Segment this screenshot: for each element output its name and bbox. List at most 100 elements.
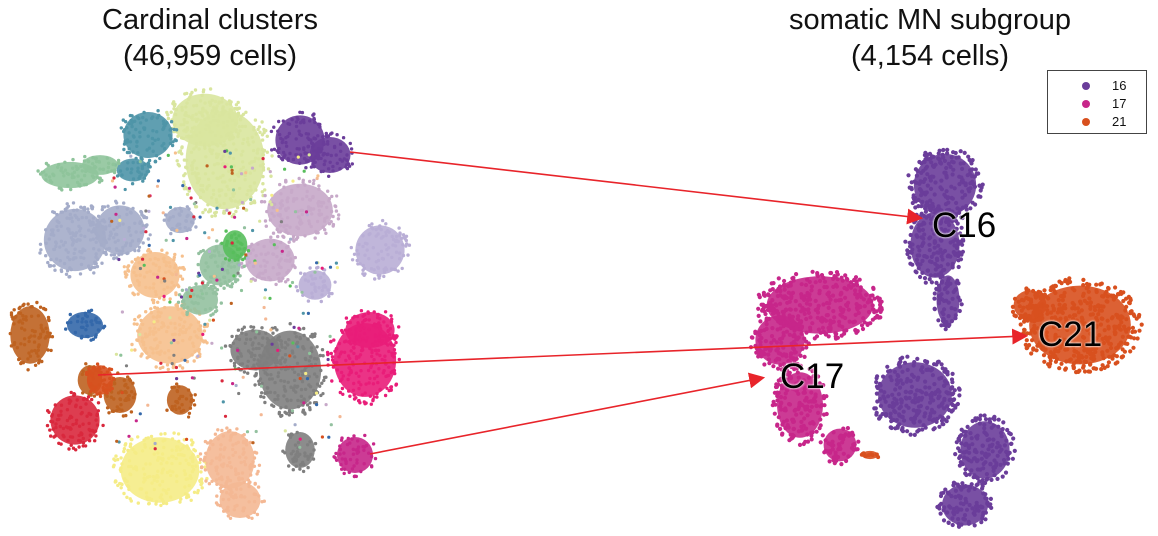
cell-point (92, 165, 97, 170)
cell-point (142, 343, 146, 347)
cell-point (80, 215, 84, 220)
cell-point (326, 189, 330, 193)
cell-point (938, 247, 943, 252)
cell-point (198, 195, 203, 200)
cell-point (253, 261, 257, 265)
cell-point (294, 390, 298, 394)
cell-point (991, 423, 996, 428)
cell-point (269, 328, 273, 332)
cell-point (91, 216, 96, 220)
cell-point (810, 321, 815, 326)
cell-point (877, 381, 883, 386)
cell-point (225, 464, 230, 468)
cell-point (320, 381, 324, 385)
cell-point (397, 325, 401, 329)
cell-point (211, 312, 215, 316)
cell-point (398, 251, 402, 255)
cell-point (198, 273, 202, 277)
cell-point (835, 272, 840, 277)
cell-point (873, 406, 878, 411)
cell-point (229, 130, 233, 134)
cell-point (272, 147, 277, 151)
cell-point (87, 421, 91, 426)
cell-point (937, 394, 942, 399)
cell-point (200, 486, 204, 490)
cell-point (953, 452, 958, 457)
cell-point (964, 507, 970, 512)
cell-point (776, 366, 781, 371)
cell-point (966, 443, 972, 448)
cell-point (270, 342, 274, 346)
cell-point (952, 388, 957, 393)
cell-point (176, 222, 180, 226)
cell-point (233, 277, 237, 281)
cell-point (146, 403, 150, 407)
cell-point (363, 241, 368, 245)
cell-point (317, 286, 321, 290)
cell-point (961, 450, 966, 455)
cell-point (886, 394, 891, 399)
cell-point (169, 120, 174, 124)
cell-point (851, 320, 856, 325)
cell-point (925, 268, 930, 273)
cell-point (389, 343, 394, 347)
cell-point (189, 164, 194, 168)
cell-point (999, 434, 1004, 439)
cell-point (183, 330, 188, 335)
cell-point (787, 313, 792, 318)
cell-point (156, 458, 160, 462)
cell-point (95, 362, 100, 366)
cell-point (303, 272, 307, 276)
cell-point (816, 327, 822, 332)
cell-point (898, 404, 904, 409)
cell-point (963, 183, 968, 188)
cell-point (236, 271, 240, 275)
cell-point (172, 338, 176, 342)
cell-point (47, 237, 51, 241)
cell-point (758, 340, 763, 345)
cell-point (860, 326, 866, 332)
cell-point (1001, 420, 1006, 425)
cell-point (137, 283, 141, 287)
cell-point (144, 209, 148, 213)
cell-point (211, 192, 216, 196)
cell-point (148, 269, 152, 273)
cell-point (298, 445, 302, 449)
cell-point (58, 259, 62, 263)
cell-point (319, 368, 323, 373)
cell-point (303, 411, 307, 415)
cell-point (263, 288, 268, 292)
cell-point (936, 156, 941, 161)
cell-point (236, 113, 240, 117)
cell-point (261, 152, 265, 156)
cell-point (22, 337, 27, 341)
cell-point (189, 196, 193, 200)
cell-point (260, 133, 265, 137)
cell-point (978, 413, 983, 418)
cell-point (156, 319, 160, 323)
cell-point (59, 168, 63, 173)
cell-point (373, 277, 377, 281)
cell-point (952, 481, 958, 486)
cell-point (114, 247, 119, 251)
cell-point (941, 518, 947, 523)
cell-point (396, 239, 400, 244)
cell-point (207, 249, 211, 254)
cell-point (337, 355, 341, 359)
cell-point (315, 357, 319, 361)
cell-point (249, 197, 253, 202)
cell-point (980, 182, 985, 187)
cell-point (296, 345, 300, 349)
cell-point (88, 221, 92, 225)
cell-point (273, 380, 277, 385)
cell-point (211, 291, 216, 295)
cell-point (185, 214, 189, 219)
cell-point (392, 348, 397, 352)
cell-point (63, 168, 68, 172)
cell-point (922, 414, 927, 419)
cell-point (280, 249, 284, 253)
cell-point (102, 324, 107, 328)
cell-point (295, 385, 299, 389)
cell-point (284, 140, 288, 145)
cell-point (912, 220, 917, 225)
